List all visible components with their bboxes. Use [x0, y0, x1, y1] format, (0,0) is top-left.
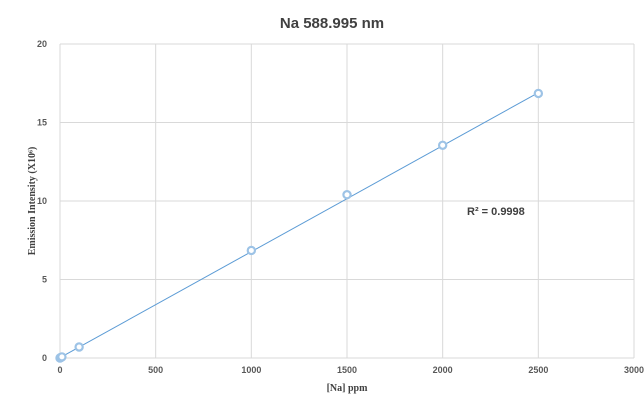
x-tick-label: 500: [148, 365, 163, 375]
grid: [59, 43, 635, 359]
x-tick-label: 2500: [528, 365, 548, 375]
data-point: [57, 352, 67, 362]
data-point: [74, 342, 84, 352]
r-squared-annotation: R² = 0.9998: [467, 206, 525, 218]
data-point: [533, 88, 544, 99]
chart-title: Na 588.995 nm: [280, 15, 384, 32]
x-tick-label: 2000: [433, 365, 453, 375]
x-tick-label: 3000: [624, 365, 644, 375]
x-tick-label: 0: [57, 365, 62, 375]
y-tick-label: 10: [37, 196, 47, 206]
y-tick-label: 0: [42, 353, 47, 363]
data-points: [55, 88, 544, 363]
x-tick-label: 1500: [337, 365, 357, 375]
y-axis-ticks: 0 5 10 15 20: [37, 39, 47, 363]
y-tick-label: 15: [37, 118, 47, 128]
trendline-group: [59, 92, 539, 359]
y-tick-label: 5: [42, 275, 47, 285]
y-axis-title: Emission Intensity (X10⁶): [27, 147, 38, 256]
x-tick-label: 1000: [241, 365, 261, 375]
data-point: [342, 190, 352, 200]
trendline: [59, 92, 539, 359]
y-tick-label: 20: [37, 39, 47, 49]
x-axis-title: [Na] ppm: [327, 383, 369, 394]
x-axis-ticks: 0 500 1000 1500 2000 2500 3000: [57, 365, 644, 375]
data-point: [437, 140, 448, 150]
data-point: [246, 245, 257, 256]
